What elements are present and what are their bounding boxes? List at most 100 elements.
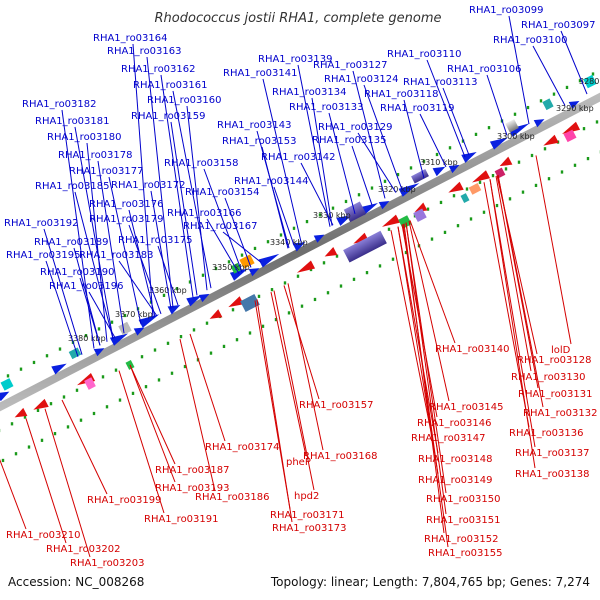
gene-arrow [543,134,559,146]
gene-arrow [0,391,10,402]
gene-label: RHA1_ro03162 [121,64,196,75]
tick-dot [279,233,283,237]
tick-dot [491,174,495,178]
tick-dot [560,170,564,174]
gene-arrow [489,137,509,150]
tick-dot [205,321,209,325]
gene-label: RHA1_ro03185 [35,181,110,192]
gene-block [468,183,482,195]
leader-line [45,260,79,357]
leader-line [128,224,162,315]
gene-label: RHA1_ro03128 [517,355,592,366]
tick-dot [322,261,326,265]
leader-line [157,245,179,306]
gene-label: RHA1_ro03163 [107,46,182,57]
gene-arrow [448,164,460,174]
tick-dot [253,246,257,251]
tick-dot [448,146,452,150]
gene-label: RHA1_ro03131 [518,389,593,400]
tick-dot [114,368,118,372]
tick-dot [461,139,465,143]
tick-dot [227,260,231,264]
gene-label: RHA1_ro03175 [118,235,193,246]
leader-line [489,179,536,448]
tick-dot [495,203,499,208]
leader-line [351,145,373,206]
leader-line [486,74,508,136]
tick-dot [409,166,413,170]
tick-dot [183,364,187,369]
tick-dot [365,271,369,275]
gene-label: RHA1_ro03141 [223,68,298,79]
tick-dot [573,163,577,167]
gene-arrow [414,202,428,213]
tick-dot [274,317,278,322]
gene-label: RHA1_ro03157 [299,400,374,411]
gene-arrow [209,309,223,319]
leader-line [483,182,530,428]
gene-arrow [292,241,306,252]
tick-label: 3370 kbp [115,310,153,319]
tick-row-bottom [1,150,600,463]
gene-label: RHA1_ro03136 [509,428,584,439]
leader-line [189,333,226,442]
tick-dot [287,311,291,315]
leader-line [442,87,470,156]
gene-label: RHA1_ro03166 [167,208,242,219]
tick-dot [430,237,434,241]
leader-line [402,223,449,548]
tick-dot [331,206,335,210]
tick-dot [101,375,105,379]
gene-label: RHA1_ro03127 [313,60,388,71]
leader-line [273,290,315,491]
tick-dot [478,180,482,184]
leader-line [206,218,240,274]
leader-line [495,175,532,372]
gene-label: RHA1_ro03137 [515,448,590,459]
tick-dot [6,374,10,378]
tick-label: 3310 kbp [420,158,458,167]
gene-label: RHA1_ro03172 [111,180,186,191]
leader-line [287,283,324,451]
tick-dot [261,324,265,328]
gene-label: RHA1_ro03174 [205,442,280,453]
gene-arrow [508,123,530,137]
tick-dot [296,274,300,278]
leader-line [86,142,108,342]
leader-line [283,285,320,400]
tick-dot [79,418,83,422]
leader-line [328,112,356,214]
leader-line [203,168,243,273]
tick-dot [19,367,23,371]
leader-line [405,222,447,515]
tick-label: 3290 kbp [556,104,594,113]
tick-dot [240,253,244,257]
leader-line [270,292,307,457]
tick-dot [157,378,161,382]
tick-dot [188,280,192,284]
tick-label: 3380 kbp [68,334,106,343]
tick-dot [283,281,287,285]
tick-dot [131,391,135,395]
gene-label: RHA1_ro03135 [312,135,387,146]
gene-label: RHA1_ro03192 [4,218,79,229]
gene-arrow [398,183,420,197]
tick-dot [543,147,547,151]
gene-label: RHA1_ro03190 [40,267,115,278]
gene-arrow [51,363,67,375]
leader-line [118,370,165,514]
tick-dot [452,194,456,198]
tick-dot [162,293,166,297]
leader-line [390,230,432,433]
tick-dot [36,408,40,412]
gene-block [343,230,387,263]
gene-arrow [568,101,580,110]
tick-dot [110,320,114,324]
top-label-leaders [43,15,588,357]
gene-label: RHA1_ro03152 [424,534,499,545]
tick-dot [396,173,400,177]
gene-arrow [448,181,464,193]
leader-line [363,84,403,190]
gene-block [542,98,554,111]
gene-label: RHA1_ro03158 [164,158,239,169]
